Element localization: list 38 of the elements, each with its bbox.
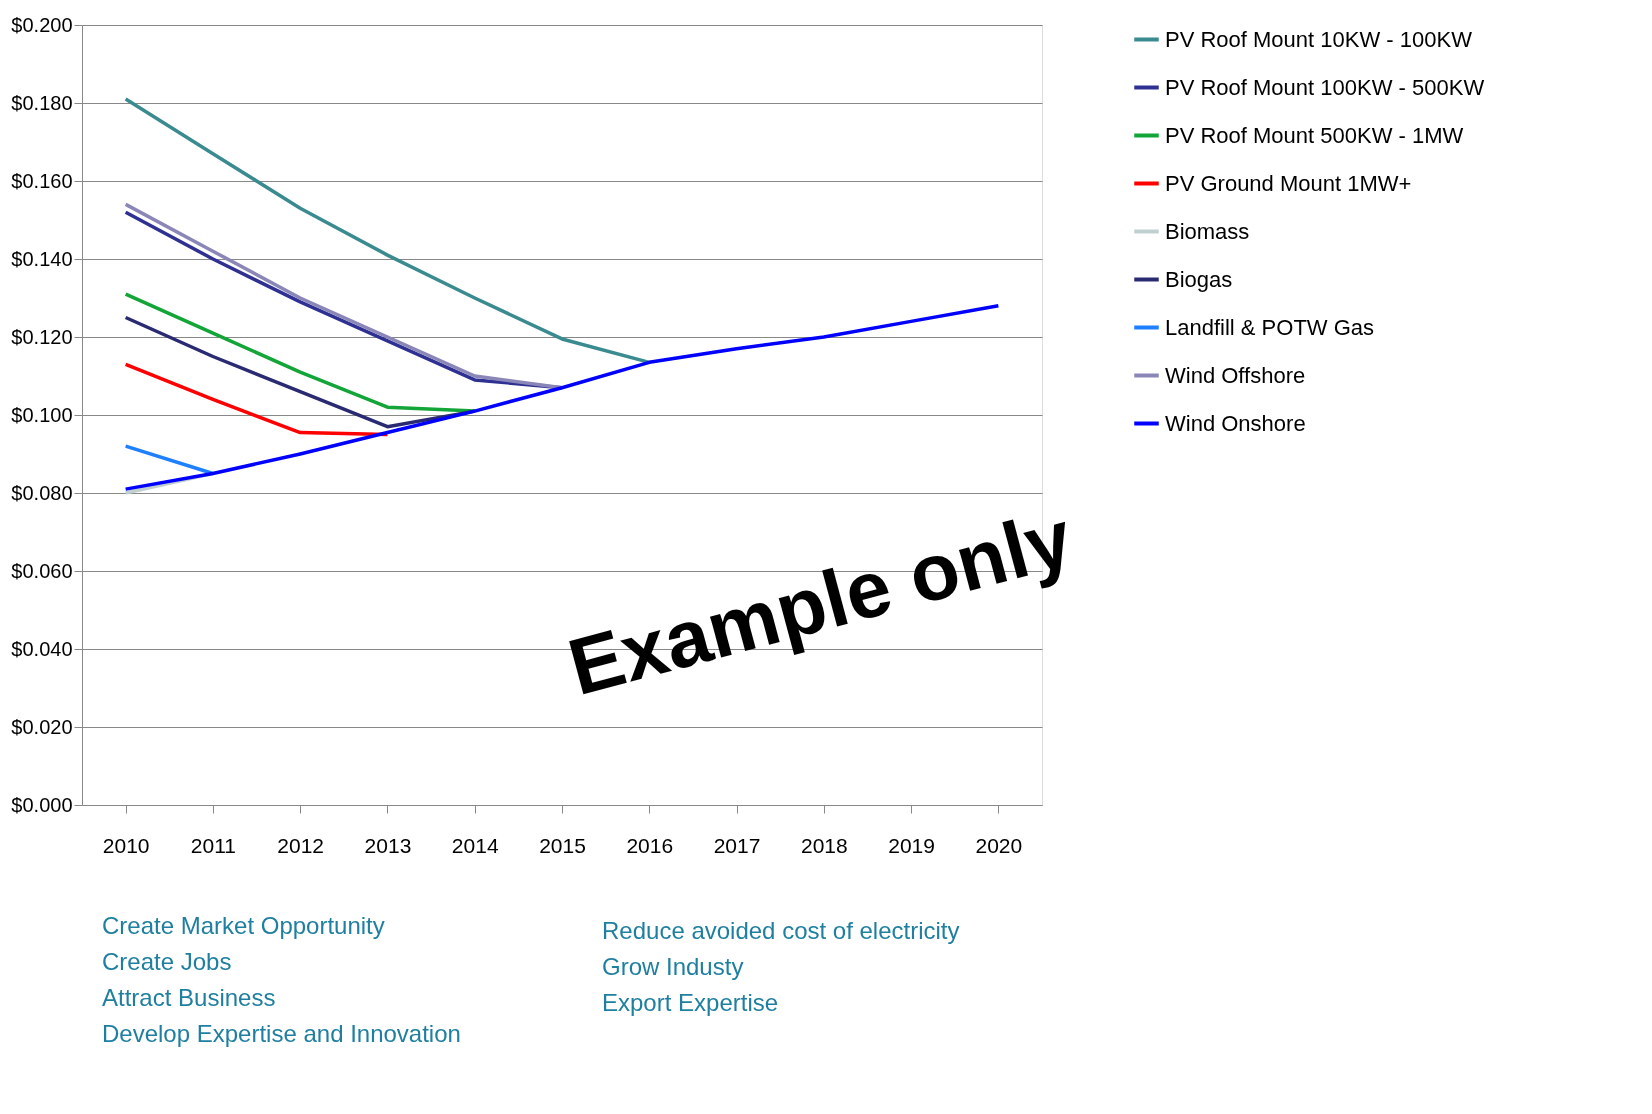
line-series <box>123 362 390 437</box>
x-tick-label: 2014 <box>451 833 499 857</box>
x-tick-label: 2016 <box>626 833 674 857</box>
x-tick-label: 2010 <box>102 833 150 857</box>
legend-label: PV Roof Mount 100KW - 500KW <box>1165 74 1485 100</box>
y-tick-label: $0.200 <box>11 13 73 36</box>
line-series <box>123 97 652 365</box>
x-tick-label: 2018 <box>800 833 848 857</box>
legend-label: Wind Onshore <box>1165 410 1306 436</box>
y-tick-label: $0.000 <box>11 793 73 816</box>
legend-label: PV Ground Mount 1MW+ <box>1165 170 1412 196</box>
x-tick-label: 2020 <box>975 833 1023 857</box>
x-tick-label: 2013 <box>364 833 412 857</box>
legend-label: PV Roof Mount 500KW - 1MW <box>1165 122 1464 148</box>
legend-label: Landfill & POTW Gas <box>1165 314 1375 340</box>
x-tick-label: 2012 <box>277 833 325 857</box>
x-tick-label: 2015 <box>539 833 586 857</box>
line-series <box>123 292 477 413</box>
y-tick-label: $0.140 <box>11 247 73 270</box>
annotation: Example only <box>559 492 1082 713</box>
y-tick-label: $0.060 <box>11 559 73 582</box>
y-tick-label: $0.180 <box>11 91 73 114</box>
y-tick-label: $0.120 <box>11 325 73 348</box>
y-tick-label: $0.160 <box>11 169 73 192</box>
y-tick-label: $0.100 <box>11 403 73 426</box>
x-tick-label: 2011 <box>190 833 236 857</box>
text: Create Market Opportunity Create Jobs Attract Business Develop Expertise and Innovation <box>102 912 461 1047</box>
y-tick-label: $0.040 <box>11 637 73 660</box>
y-tick-label: $0.020 <box>11 715 73 738</box>
x-tick-label: 2019 <box>888 833 935 857</box>
x-tick-label: 2017 <box>713 833 761 857</box>
line-series <box>123 304 1001 491</box>
legend-label: PV Roof Mount 10KW - 100KW <box>1165 26 1473 52</box>
text: Reduce avoided cost of electricity Grow Industy Export Expertise <box>602 917 960 1016</box>
legend-label: Biomass <box>1165 218 1250 244</box>
y-tick-label: $0.080 <box>11 481 73 504</box>
legend-label: Biogas <box>1165 266 1233 292</box>
legend-label: Wind Offshore <box>1165 362 1306 388</box>
